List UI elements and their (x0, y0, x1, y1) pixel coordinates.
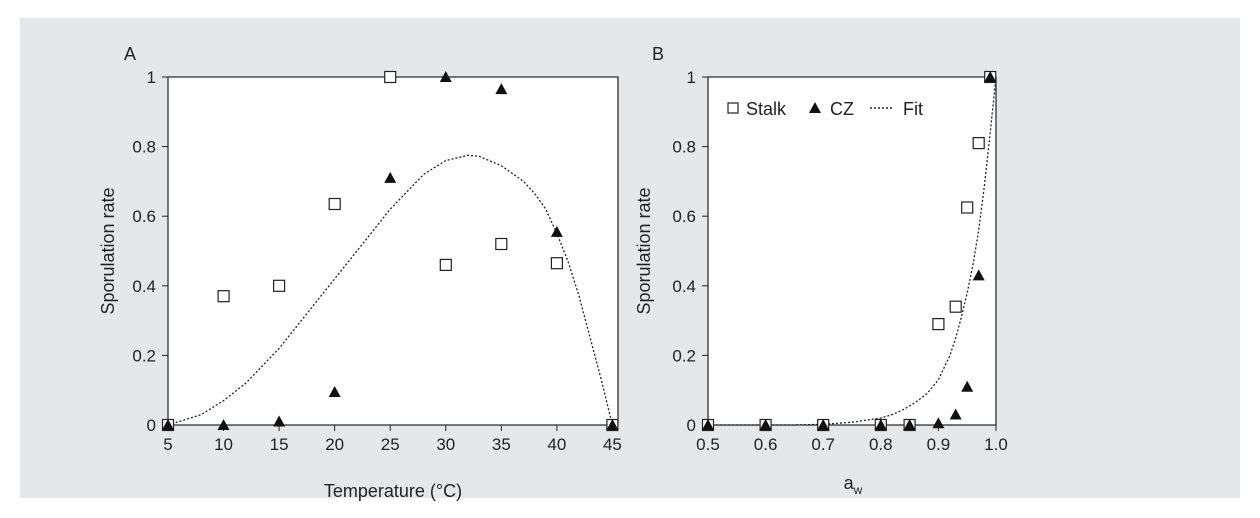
legend-stalk-label: Stalk (746, 99, 787, 119)
x-tick-label: 45 (603, 435, 622, 454)
x-tick-label: 20 (325, 435, 344, 454)
stalk-point (972, 137, 985, 150)
cz-point (384, 171, 397, 183)
x-tick-label: 5 (163, 435, 172, 454)
cz-point (759, 419, 772, 430)
cz-point (162, 419, 174, 430)
legend-fit-label: Fit (903, 99, 923, 119)
panel-label-a: A (124, 44, 136, 64)
fit-layer-a (167, 154, 614, 426)
stalk-point (550, 257, 564, 270)
x-tick-label: 10 (214, 435, 233, 454)
y-axis-title-b: Sporulation rate (634, 187, 654, 314)
y-tick-label: 0.6 (132, 207, 156, 226)
y-tick-label: 0.4 (132, 277, 156, 296)
y-tick-label: 0.2 (672, 346, 696, 365)
fit-layer-b (708, 76, 997, 426)
cz-point (984, 71, 997, 82)
y-tick-label: 0.6 (672, 207, 696, 226)
plot-area-a (167, 76, 619, 426)
cz-point (439, 71, 452, 82)
x-tick-label: 30 (436, 435, 455, 454)
panel-b: B 0.5 0.6 0.7 0.8 0.9 1.0 0 0.2 0.4 0.6 0.8 1 aw Sp… (634, 44, 1008, 497)
cz-point (606, 419, 619, 430)
cz-point (874, 419, 887, 430)
marks-a (161, 70, 619, 432)
x-axis-title-b-main: a (844, 473, 855, 493)
fit-line (708, 76, 997, 426)
cz-point (817, 419, 830, 430)
legend-stalk-marker (727, 102, 739, 114)
cz-point (328, 385, 341, 397)
cz-point (961, 380, 974, 392)
cz-point (702, 419, 714, 430)
marks-b (701, 70, 997, 432)
x-tick-label: 1.0 (984, 435, 1008, 454)
y-tick-label: 1 (687, 68, 696, 87)
x-axis-title-b-sub: w (853, 483, 863, 497)
cz-point (949, 408, 962, 420)
stalk-point (495, 237, 508, 251)
cz-point (273, 415, 286, 427)
cz-point (550, 225, 563, 237)
y-tick-label: 0.2 (132, 346, 156, 365)
y-axis-title-a: Sporulation rate (98, 187, 118, 314)
ticks-a: 5 10 15 20 25 30 35 40 45 0 0.2 0.4 0.6 0.8 1 (132, 68, 622, 454)
fit-line (167, 154, 614, 426)
x-tick-label: 0.5 (696, 435, 720, 454)
legend-cz-marker (809, 102, 821, 113)
x-tick-label: 0.7 (811, 435, 835, 454)
x-tick-label: 40 (547, 435, 566, 454)
stalk-point (384, 70, 397, 84)
stalk-point (949, 300, 962, 313)
x-axis-title-a: Temperature (°C) (324, 481, 462, 501)
cz-point (217, 419, 230, 430)
panel-label-b: B (652, 44, 664, 64)
y-tick-label: 0.8 (672, 138, 696, 157)
y-tick-label: 0.8 (132, 138, 156, 157)
stalk-point (961, 201, 974, 214)
y-tick-label: 1 (147, 68, 156, 87)
panel-a: A 5 10 15 20 25 30 35 40 45 0 0.2 0.4 0.6 0.8 1 Temper… (98, 44, 622, 501)
x-tick-label: 15 (270, 435, 289, 454)
x-axis-title-b: aw (844, 473, 863, 497)
stalk-point (273, 279, 286, 292)
x-tick-label: 25 (381, 435, 400, 454)
legend-cz-label: CZ (830, 99, 854, 119)
stalk-point (932, 318, 945, 331)
plot-area-b (707, 76, 997, 426)
cz-point (972, 269, 985, 281)
cz-point (932, 417, 945, 429)
x-tick-label: 0.6 (754, 435, 778, 454)
x-tick-label: 35 (492, 435, 511, 454)
x-tick-label: 0.9 (927, 435, 951, 454)
stalk-point (328, 197, 341, 211)
y-tick-label: 0 (687, 416, 696, 435)
y-tick-label: 0 (147, 416, 156, 435)
stalk-point (217, 290, 230, 303)
y-tick-label: 0.4 (672, 277, 696, 296)
legend: Stalk CZ Fit (727, 99, 923, 119)
cz-point (903, 419, 916, 430)
ticks-b: 0.5 0.6 0.7 0.8 0.9 1.0 0 0.2 0.4 0.6 0.8 1 (672, 68, 1007, 454)
x-tick-label: 0.8 (869, 435, 893, 454)
cz-point (495, 83, 508, 95)
stalk-point (439, 258, 452, 271)
